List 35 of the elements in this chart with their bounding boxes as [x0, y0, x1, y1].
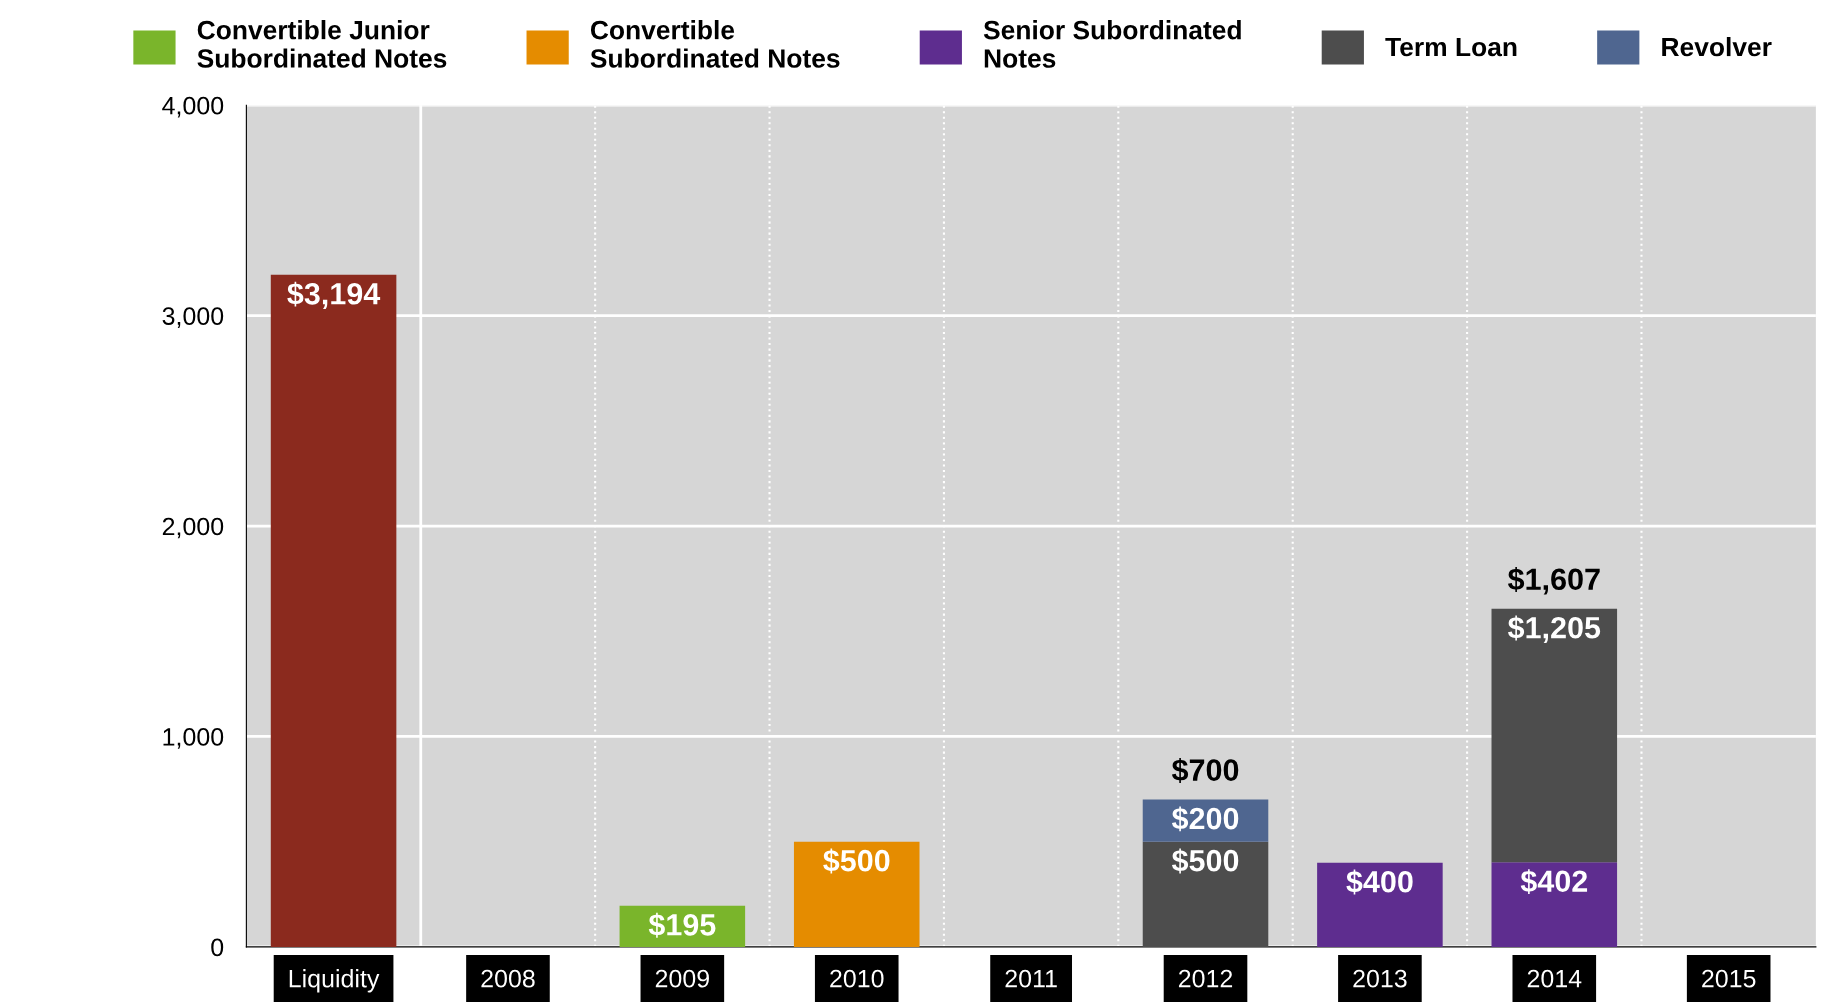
data-label: $195: [648, 912, 716, 938]
bar: [1491, 862, 1618, 947]
x-tick-label: 2010: [830, 969, 884, 988]
data-label: $500: [823, 848, 890, 874]
data-label: $200: [1171, 806, 1239, 832]
bar: [1317, 862, 1443, 947]
y-tick-label: 0: [211, 938, 224, 957]
data-label: $500: [1171, 848, 1239, 874]
legend-label: Term Loan: [1385, 37, 1517, 57]
x-tick-label: 2012: [1178, 969, 1233, 988]
data-label: $400: [1346, 869, 1413, 895]
x-tick-label: 2015: [1702, 969, 1756, 988]
legend-label: Revolver: [1662, 36, 1772, 57]
bar: [793, 841, 920, 947]
data-label: $3,194: [287, 281, 381, 310]
x-tick-label: Liquidity: [289, 969, 380, 993]
y-tick-label: 2,000: [162, 517, 224, 539]
x-tick-label: 2009: [655, 969, 709, 988]
y-tick-label: 4,000: [162, 96, 224, 118]
y-tick-label: 3,000: [162, 307, 224, 328]
x-tick-label: 2008: [481, 969, 535, 988]
bar: [1142, 841, 1269, 947]
legend-label: Convertible Subordinated Notes: [590, 20, 840, 68]
bar: [1491, 608, 1618, 863]
total-label: $1,607: [1507, 567, 1600, 595]
total-label: $700: [1171, 757, 1239, 783]
x-tick-label: 2014: [1527, 969, 1582, 988]
x-tick-label: 2011: [1005, 969, 1057, 988]
data-label: $402: [1520, 869, 1588, 895]
legend-label: Convertible Junior Subordinated Notes: [197, 20, 447, 68]
y-tick-label: 1,000: [163, 728, 224, 749]
data-label: $1,205: [1507, 615, 1601, 643]
x-tick-label: 2013: [1353, 969, 1407, 988]
legend-label: Senior Subordinated Notes: [983, 20, 1241, 68]
bar: [270, 274, 397, 947]
